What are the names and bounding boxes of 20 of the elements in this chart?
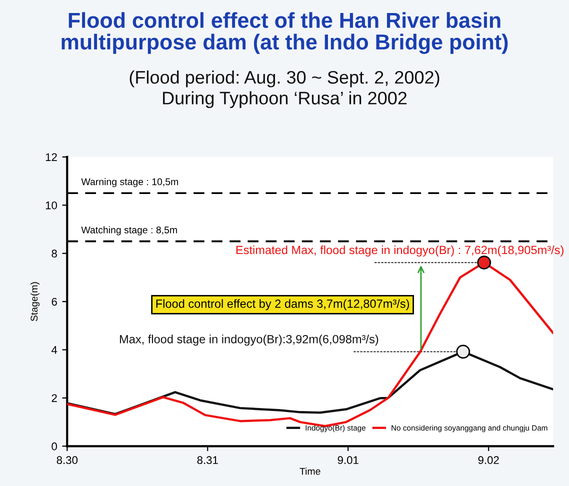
x-tick-label: 9.02 xyxy=(478,456,499,464)
y-tick-label: 4 xyxy=(51,346,58,354)
x-tick-label: 8.30 xyxy=(56,456,78,464)
chart-title: Flood control effect of the Han River basin multipurpose dam (at the Indo Bridge point) xyxy=(62,12,508,54)
x-tick-label: 9.01 xyxy=(338,456,358,464)
y-tick-label: 2 xyxy=(52,394,57,402)
y-axis-title: Stage(m) xyxy=(30,282,40,322)
y-tick-label: 6 xyxy=(52,298,57,306)
ref-line-label: Warning stage : 10,5m xyxy=(81,178,178,188)
chart-subtitle: (Flood period: Aug. 30 ~ Sept. 2, 2002) During Typhoon ‘Rusa’ in 2002 xyxy=(130,70,440,108)
y-tick-label: 8 xyxy=(52,250,57,258)
x-axis-title: Time xyxy=(300,468,320,475)
x-tick-label: 8.31 xyxy=(197,456,218,464)
y-tick-label: 12 xyxy=(46,153,57,162)
ref-line-label: Watching stage : 8,5m xyxy=(81,226,177,236)
annotation: Max, flood stage in indogyo(Br):3,92m(6,098m³/s) xyxy=(120,334,378,346)
annotation: Flood control effect by 2 dams 3,7m(12,807m³/s) xyxy=(156,299,410,310)
y-tick-label: 10 xyxy=(46,201,57,210)
annotation: Estimated Max, flood stage in indogyo(Br) : 7,62m(18,905m³/s) xyxy=(236,245,564,256)
y-tick-label: 0 xyxy=(52,442,57,450)
